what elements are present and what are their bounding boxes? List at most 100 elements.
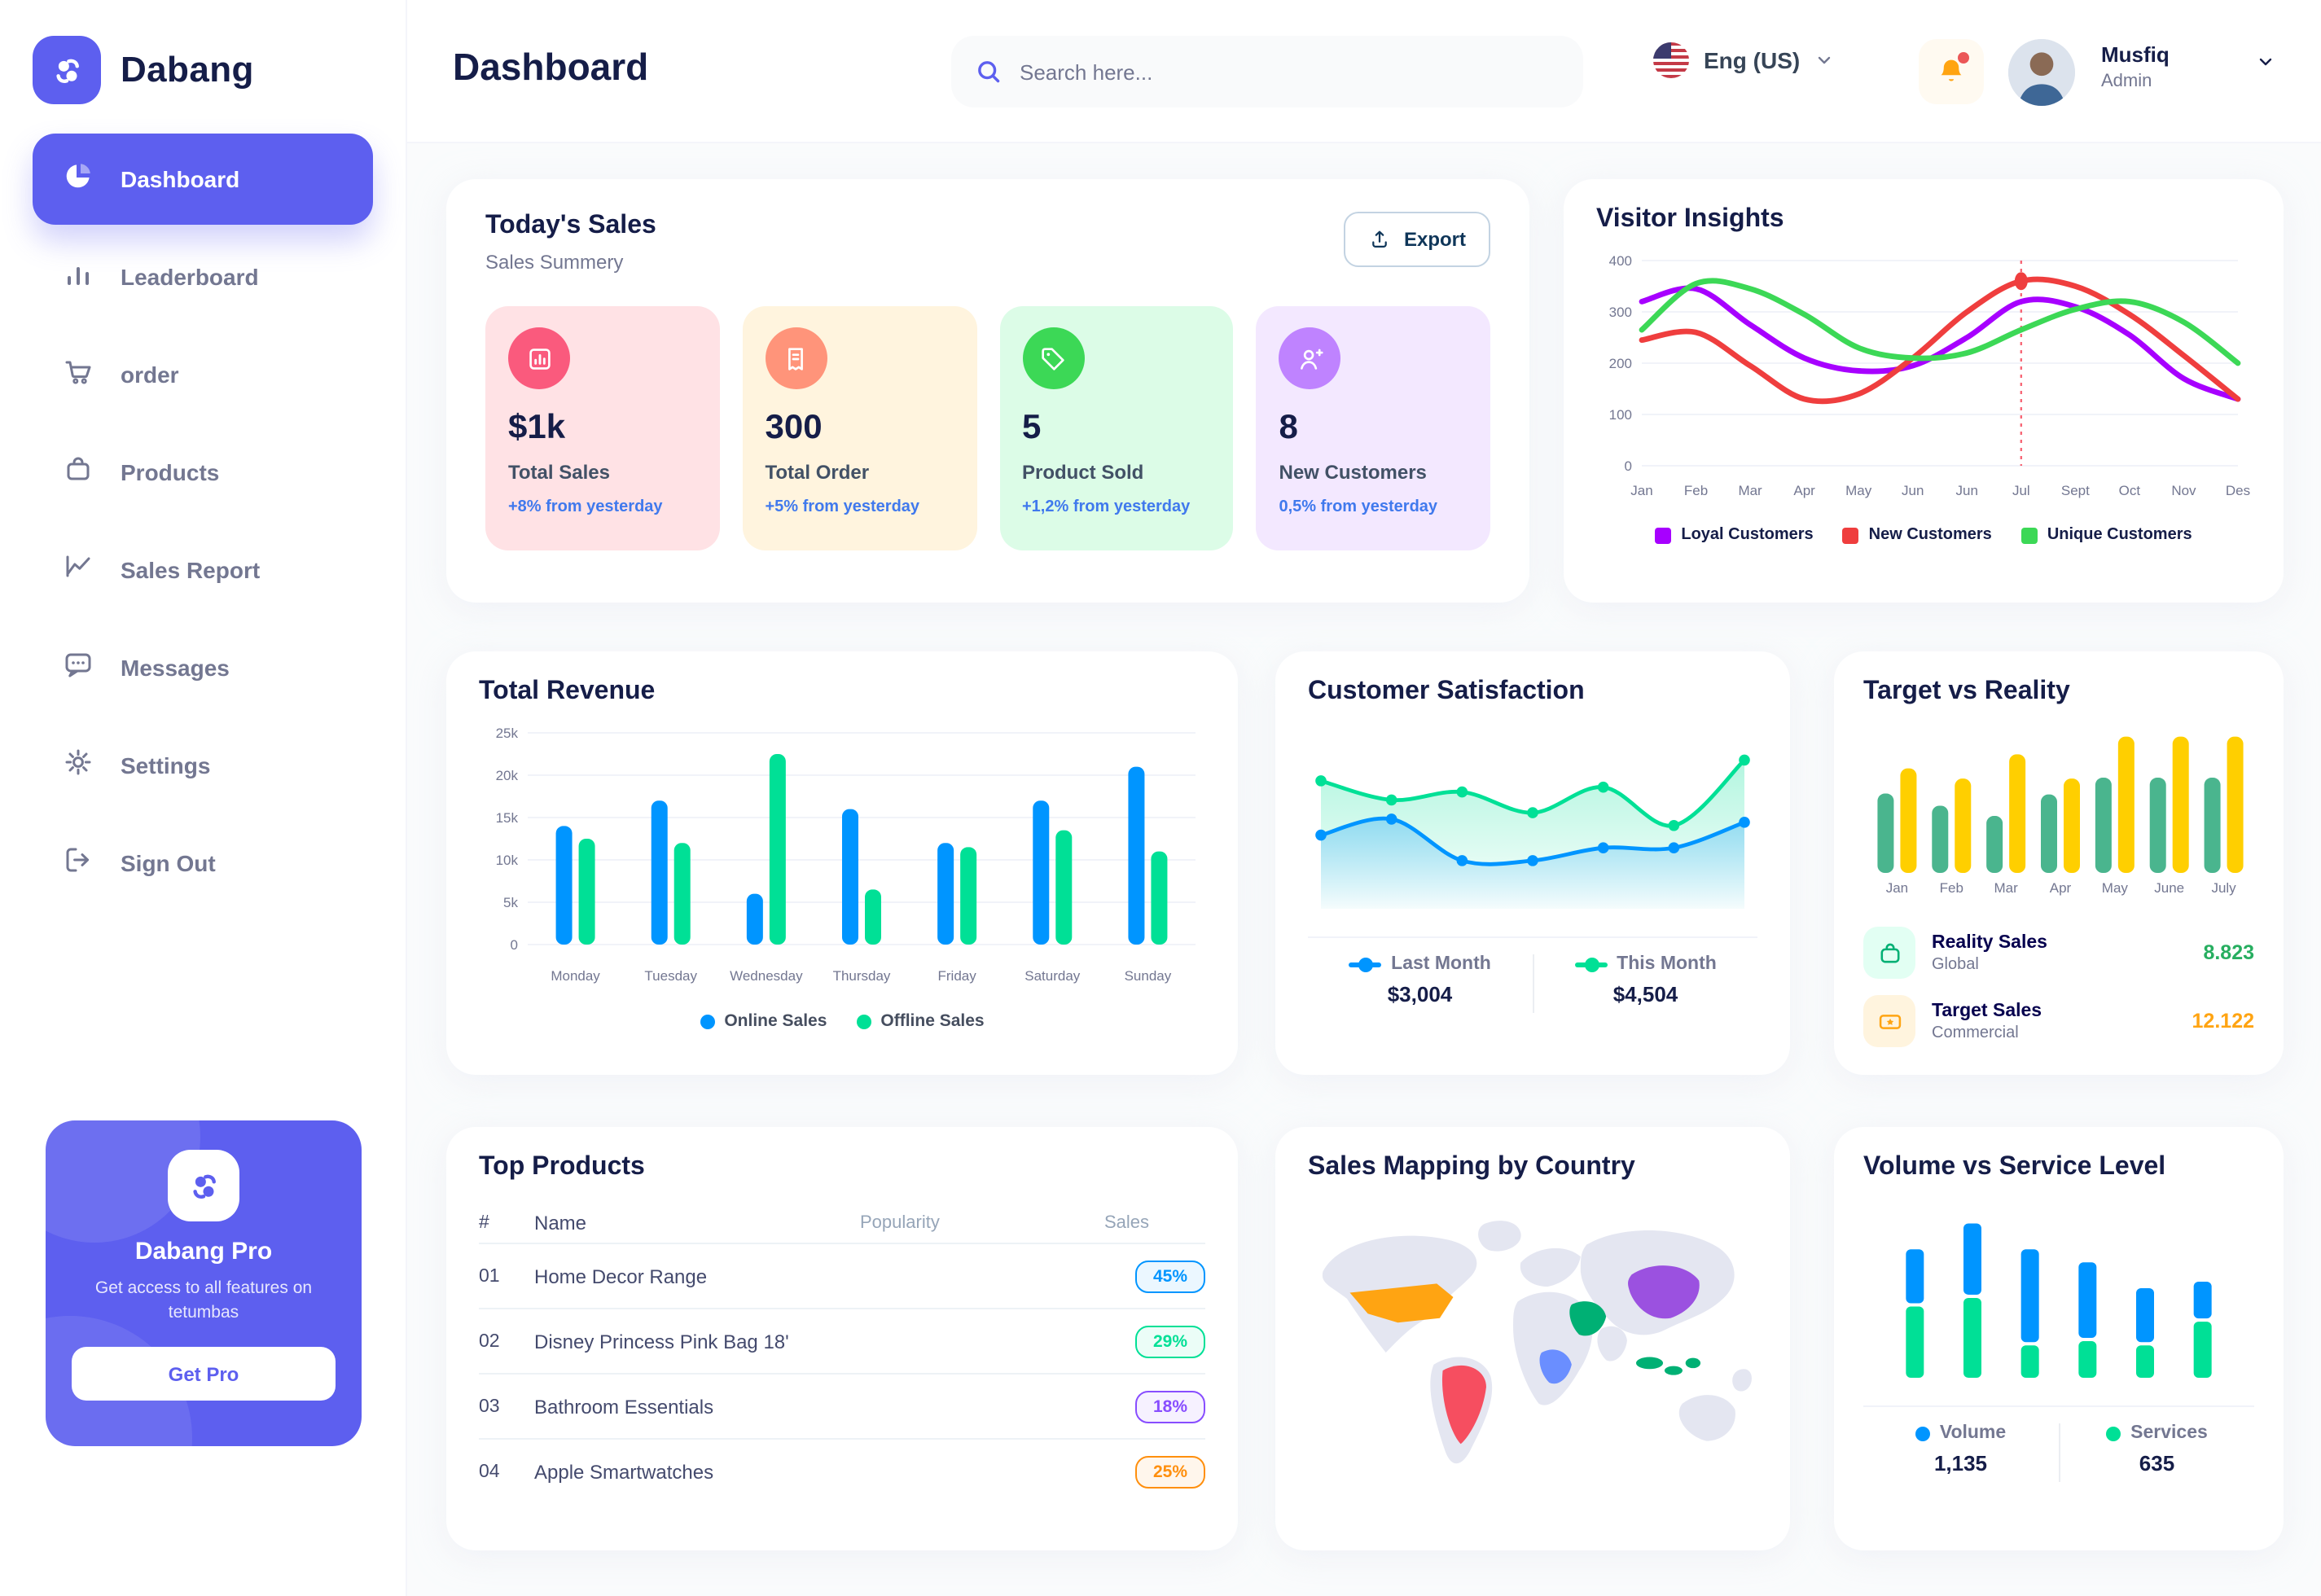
sales-stat-card: 5 Product Sold +1,2% from yesterday [999, 306, 1234, 550]
volume-total: 1,135 [1933, 1451, 1988, 1475]
svg-text:0: 0 [511, 937, 518, 953]
sidebar-item-order[interactable]: order [33, 329, 373, 420]
message-icon [62, 647, 94, 688]
visitor-insights-chart: 0 100 200 300 400 Jan Feb Mar Apr May Jun Jun Jul Sep… [1609, 253, 2250, 498]
col-sales: Sales [1104, 1212, 1150, 1232]
target-vs-reality-chart: Jan Feb Mar Apr May June July [1877, 736, 2244, 896]
map-brazil[interactable] [1441, 1365, 1486, 1445]
search-input[interactable] [1020, 59, 1560, 84]
svg-text:Feb: Feb [1940, 880, 1963, 896]
svg-text:10k: 10k [496, 853, 519, 868]
user-plus-icon [1279, 327, 1341, 389]
col-number: # [479, 1212, 489, 1232]
svg-text:300: 300 [1609, 305, 1632, 320]
product-name: Apple Smartwatches [534, 1461, 714, 1484]
total-revenue-legend: Online Sales Offline Sales [479, 1011, 1205, 1031]
sales-cards-row: $1k Total Sales +8% from yesterday 300 Total… [485, 306, 1490, 550]
avatar[interactable] [2008, 39, 2075, 106]
reality-sales-sub: Global [1932, 955, 1979, 973]
sidebar-item-label: Messages [121, 655, 230, 681]
stat-label: Total Order [765, 461, 870, 484]
svg-text:Oct: Oct [2119, 483, 2141, 498]
customer-satisfaction-chart [1315, 754, 1750, 909]
todays-sales-card: Today's Sales Sales Summery Export $1k To… [446, 179, 1529, 603]
unique-customers-swatch [2020, 527, 2038, 543]
sidebar-item-settings[interactable]: Settings [33, 720, 373, 811]
volume-dot [1915, 1426, 1930, 1440]
pie-chart-icon [62, 159, 94, 200]
sidebar-item-messages[interactable]: Messages [33, 622, 373, 713]
legend-label: Unique Customers [2047, 526, 2192, 544]
user-menu[interactable]: Musfiq Admin [2101, 42, 2170, 91]
pro-upgrade-card: Dabang Pro Get access to all features on… [46, 1120, 362, 1446]
sales-stat-card: 8 New Customers 0,5% from yesterday [1256, 306, 1490, 550]
svg-text:Friday: Friday [938, 968, 977, 984]
notifications-button[interactable] [1919, 39, 1984, 104]
stat-value: $1k [508, 409, 566, 446]
target-vs-reality-title: Target vs Reality [1863, 677, 2070, 705]
sidebar-item-products[interactable]: Products [33, 427, 373, 518]
user-chevron-down-icon[interactable] [2256, 52, 2275, 72]
legend-label: New Customers [1868, 526, 1992, 544]
pro-card-description: Get access to all features on tetumbas [94, 1278, 313, 1323]
divider [1532, 954, 1533, 1013]
visitor-insights-card: Visitor Insights 0 100 200 300 400 Jan Feb Mar A… [1564, 179, 2284, 603]
svg-text:Feb: Feb [1684, 483, 1708, 498]
language-selector[interactable]: Eng (US) [1653, 42, 1834, 78]
volume-vs-service-chart [1906, 1223, 2212, 1378]
product-name: Disney Princess Pink Bag 18' [534, 1330, 789, 1353]
reality-sales-tile [1863, 927, 1915, 979]
legend-label: Last Month [1391, 954, 1491, 974]
svg-text:Jan: Jan [1886, 880, 1908, 896]
legend-label: Online Sales [724, 1011, 827, 1031]
top-products-table: # Name Popularity Sales 01 Home Decor Ran… [479, 1202, 1205, 1505]
divider [1308, 936, 1757, 938]
sidebar-item-sales-report[interactable]: Sales Report [33, 524, 373, 616]
map-dr-congo[interactable] [1539, 1349, 1572, 1384]
map-indonesia[interactable] [1635, 1357, 1701, 1375]
svg-text:25k: 25k [496, 726, 519, 741]
stats-icon [508, 327, 570, 389]
dabang-logo-icon [33, 36, 101, 104]
target-sales-label: Target Sales [1932, 1001, 2042, 1020]
map-united-states[interactable] [1349, 1283, 1454, 1323]
export-button[interactable]: Export [1343, 212, 1490, 267]
search-bar [951, 36, 1583, 107]
svg-text:Wednesday: Wednesday [730, 968, 803, 984]
stat-label: New Customers [1279, 461, 1427, 484]
stat-label: Total Sales [508, 461, 610, 484]
svg-text:5k: 5k [503, 895, 518, 910]
col-name: Name [534, 1211, 587, 1234]
target-sales-tile [1863, 995, 1915, 1047]
svg-text:Apr: Apr [1793, 483, 1815, 498]
svg-text:July: July [2211, 880, 2236, 896]
table-row: 01 Home Decor Range 45% [479, 1244, 1205, 1309]
total-revenue-chart: 0 5k 10k 15k 20k 25k Monday Tuesday Wednesday Thu… [496, 726, 1196, 984]
legend-label: This Month [1617, 954, 1717, 974]
target-vs-reality-legend: Reality Sales Global 8.823 Target Sales … [1863, 927, 2254, 1047]
stat-label: Product Sold [1022, 461, 1144, 484]
svg-text:100: 100 [1609, 407, 1632, 423]
services-total: 635 [2139, 1451, 2175, 1475]
todays-sales-subtitle: Sales Summery [485, 251, 624, 274]
sidebar-item-leaderboard[interactable]: Leaderboard [33, 231, 373, 322]
map-saudi-arabia[interactable] [1569, 1301, 1607, 1336]
this-month-marker [1574, 957, 1608, 971]
sales-mapping-title: Sales Mapping by Country [1308, 1153, 1635, 1181]
sidebar-item-dashboard[interactable]: Dashboard [33, 134, 373, 225]
export-icon [1372, 230, 1387, 248]
top-products-title: Top Products [479, 1153, 645, 1181]
sidebar-item-sign-out[interactable]: Sign Out [33, 818, 373, 909]
get-pro-button[interactable]: Get Pro [72, 1347, 336, 1401]
offline-sales-dot [856, 1014, 871, 1028]
us-flag-icon [1653, 42, 1689, 78]
target-vs-reality-card: Target vs Reality Jan Feb Mar Apr May June Jul… [1834, 651, 2284, 1075]
app-logo[interactable]: Dabang [0, 0, 406, 134]
sidebar-item-label: Leaderboard [121, 264, 259, 290]
map-china[interactable] [1628, 1265, 1700, 1319]
svg-text:Des: Des [2226, 483, 2250, 498]
svg-text:400: 400 [1609, 253, 1632, 269]
reality-sales-value: 8.823 [2203, 941, 2254, 964]
notification-dot [1958, 52, 1969, 64]
product-number: 03 [479, 1396, 500, 1416]
